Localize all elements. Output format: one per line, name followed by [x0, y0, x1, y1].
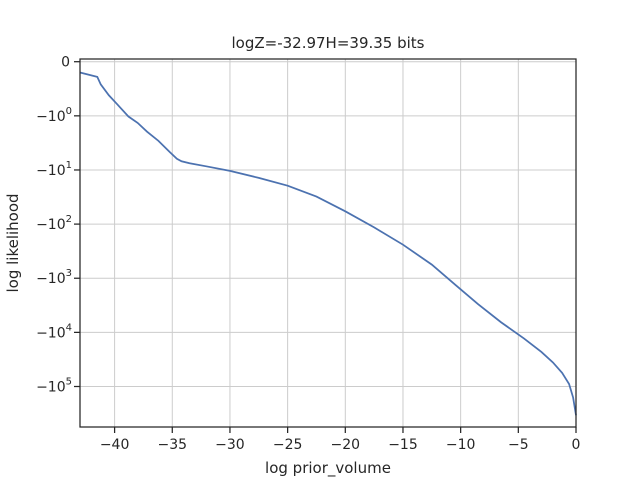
y-axis-label: log likelihood	[4, 193, 22, 292]
x-tick-label: 0	[572, 437, 581, 453]
y-tick-label: −101	[36, 160, 72, 179]
x-tick-label: −40	[100, 437, 130, 453]
x-tick-label: −20	[331, 437, 361, 453]
y-tick-label: −104	[36, 322, 72, 341]
x-tick-label: −5	[508, 437, 529, 453]
grid-lines	[80, 59, 577, 427]
y-tick-label: −102	[36, 214, 72, 233]
x-tick-label: −30	[215, 437, 245, 453]
plot-frame	[79, 58, 577, 428]
x-tick-label: −10	[446, 437, 476, 453]
x-axis-label: log prior_volume	[265, 459, 391, 478]
x-tick-label: −35	[158, 437, 188, 453]
chart-title: logZ=-32.97H=39.35 bits	[231, 34, 424, 52]
series-line-log-likelihood	[79, 71, 577, 416]
x-axis: −40 −35 −30 −25 −20 −15 −10 −5 0	[100, 427, 581, 453]
y-tick-label: −100	[36, 106, 72, 125]
x-tick-label: −15	[388, 437, 418, 453]
x-tick-label: −25	[273, 437, 303, 453]
y-tick-label: −103	[36, 268, 72, 287]
y-axis: 0 −100 −101 −102 −103 −104 −105	[36, 55, 80, 395]
y-tick-label: 0	[61, 55, 70, 71]
y-tick-label: −105	[36, 376, 72, 395]
